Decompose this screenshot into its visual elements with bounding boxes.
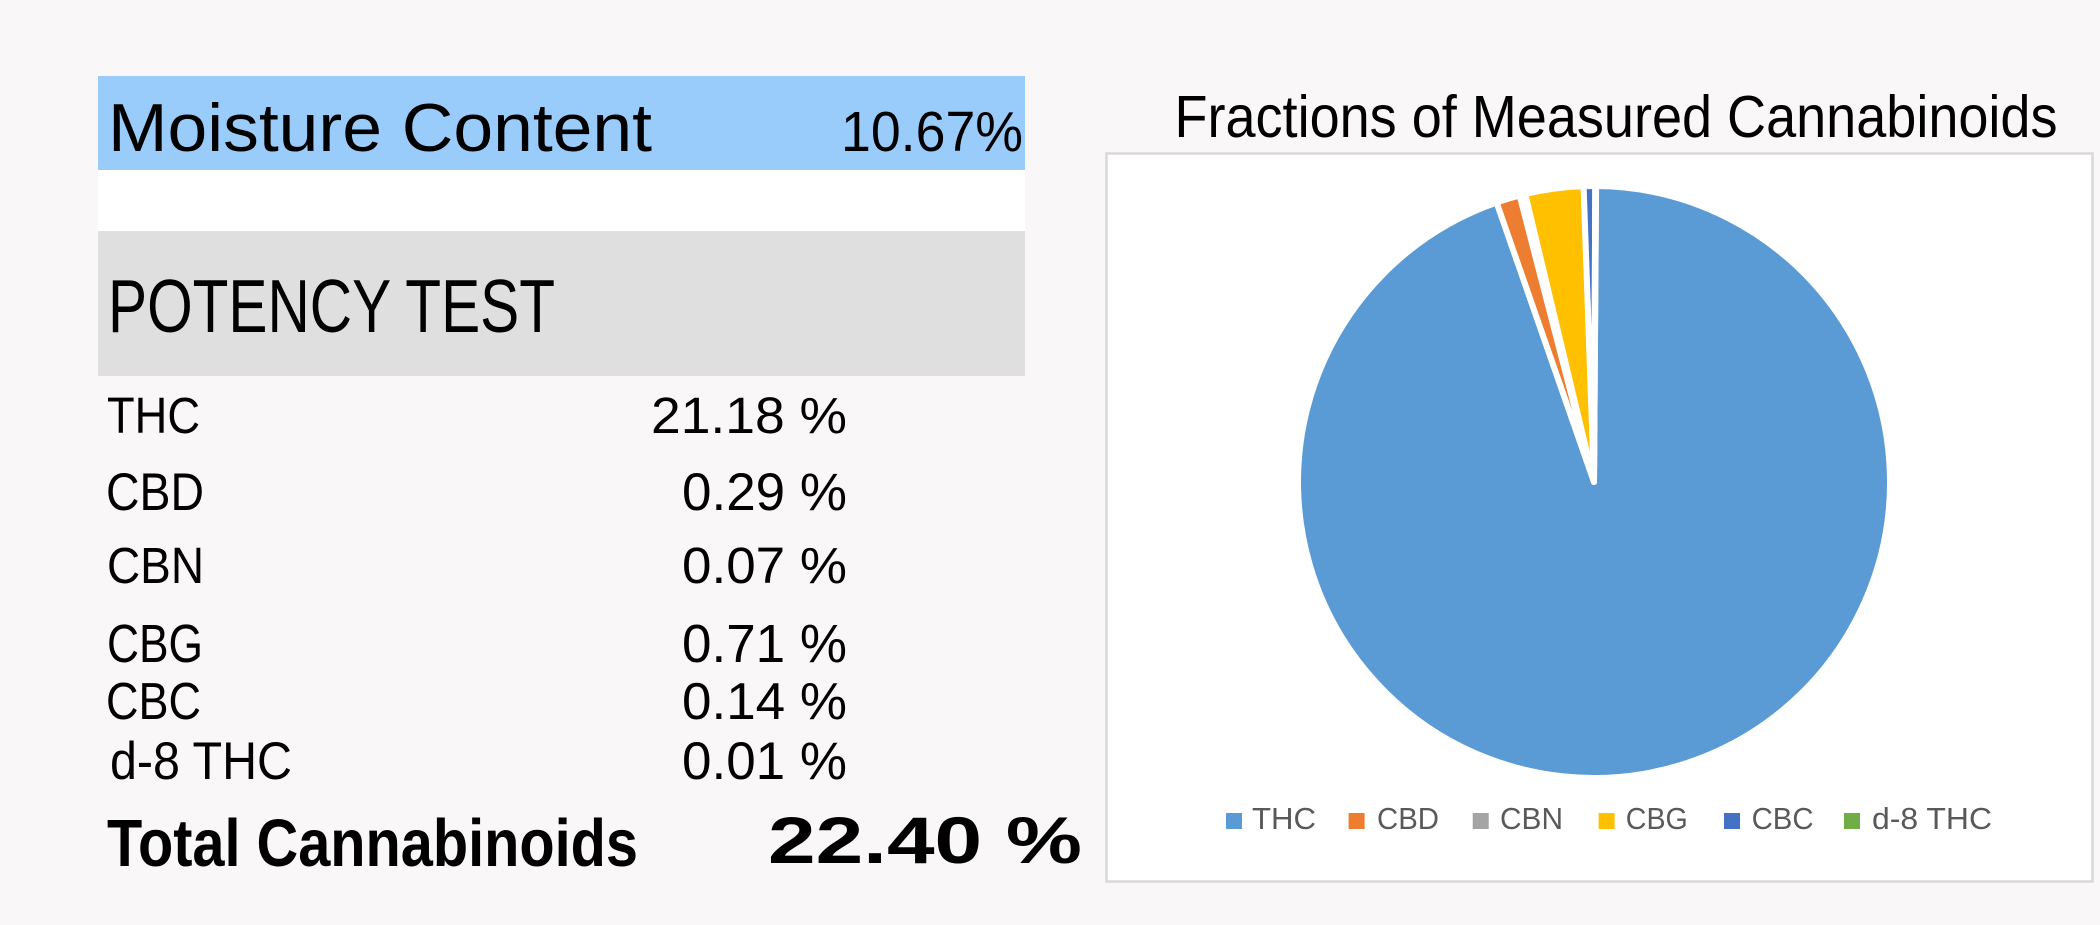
svg-text:CBD: CBD [106, 463, 204, 522]
svg-text:CBG: CBG [107, 614, 203, 674]
svg-text:0.07 %: 0.07 % [682, 537, 847, 594]
svg-text:0.71 %: 0.71 % [682, 614, 847, 674]
svg-text:Fractions of Measured Cannabin: Fractions of Measured Cannabinoids [1175, 84, 2058, 150]
svg-text:CBC: CBC [106, 673, 201, 731]
svg-text:CBN: CBN [107, 537, 204, 594]
svg-text:0.14 %: 0.14 % [682, 673, 847, 731]
svg-text:Moisture Content: Moisture Content [108, 90, 652, 166]
svg-text:Total Cannabinoids: Total Cannabinoids [107, 806, 638, 881]
svg-text:22.40 %: 22.40 % [768, 803, 1082, 877]
svg-text:0.01 %: 0.01 % [682, 732, 847, 791]
svg-text:CBN: CBN [1500, 801, 1563, 836]
svg-text:10.67%: 10.67% [841, 100, 1023, 164]
svg-text:d-8 THC: d-8 THC [1872, 801, 1992, 836]
svg-text:CBC: CBC [1752, 801, 1814, 836]
svg-text:CBG: CBG [1626, 801, 1688, 836]
svg-text:CBD: CBD [1377, 801, 1439, 836]
svg-text:THC: THC [107, 387, 200, 444]
svg-text:0.29 %: 0.29 % [682, 463, 847, 522]
svg-text:POTENCY TEST: POTENCY TEST [108, 264, 555, 348]
svg-text:d-8 THC: d-8 THC [110, 732, 292, 791]
svg-text:THC: THC [1252, 801, 1316, 836]
svg-text:21.18 %: 21.18 % [651, 387, 847, 444]
